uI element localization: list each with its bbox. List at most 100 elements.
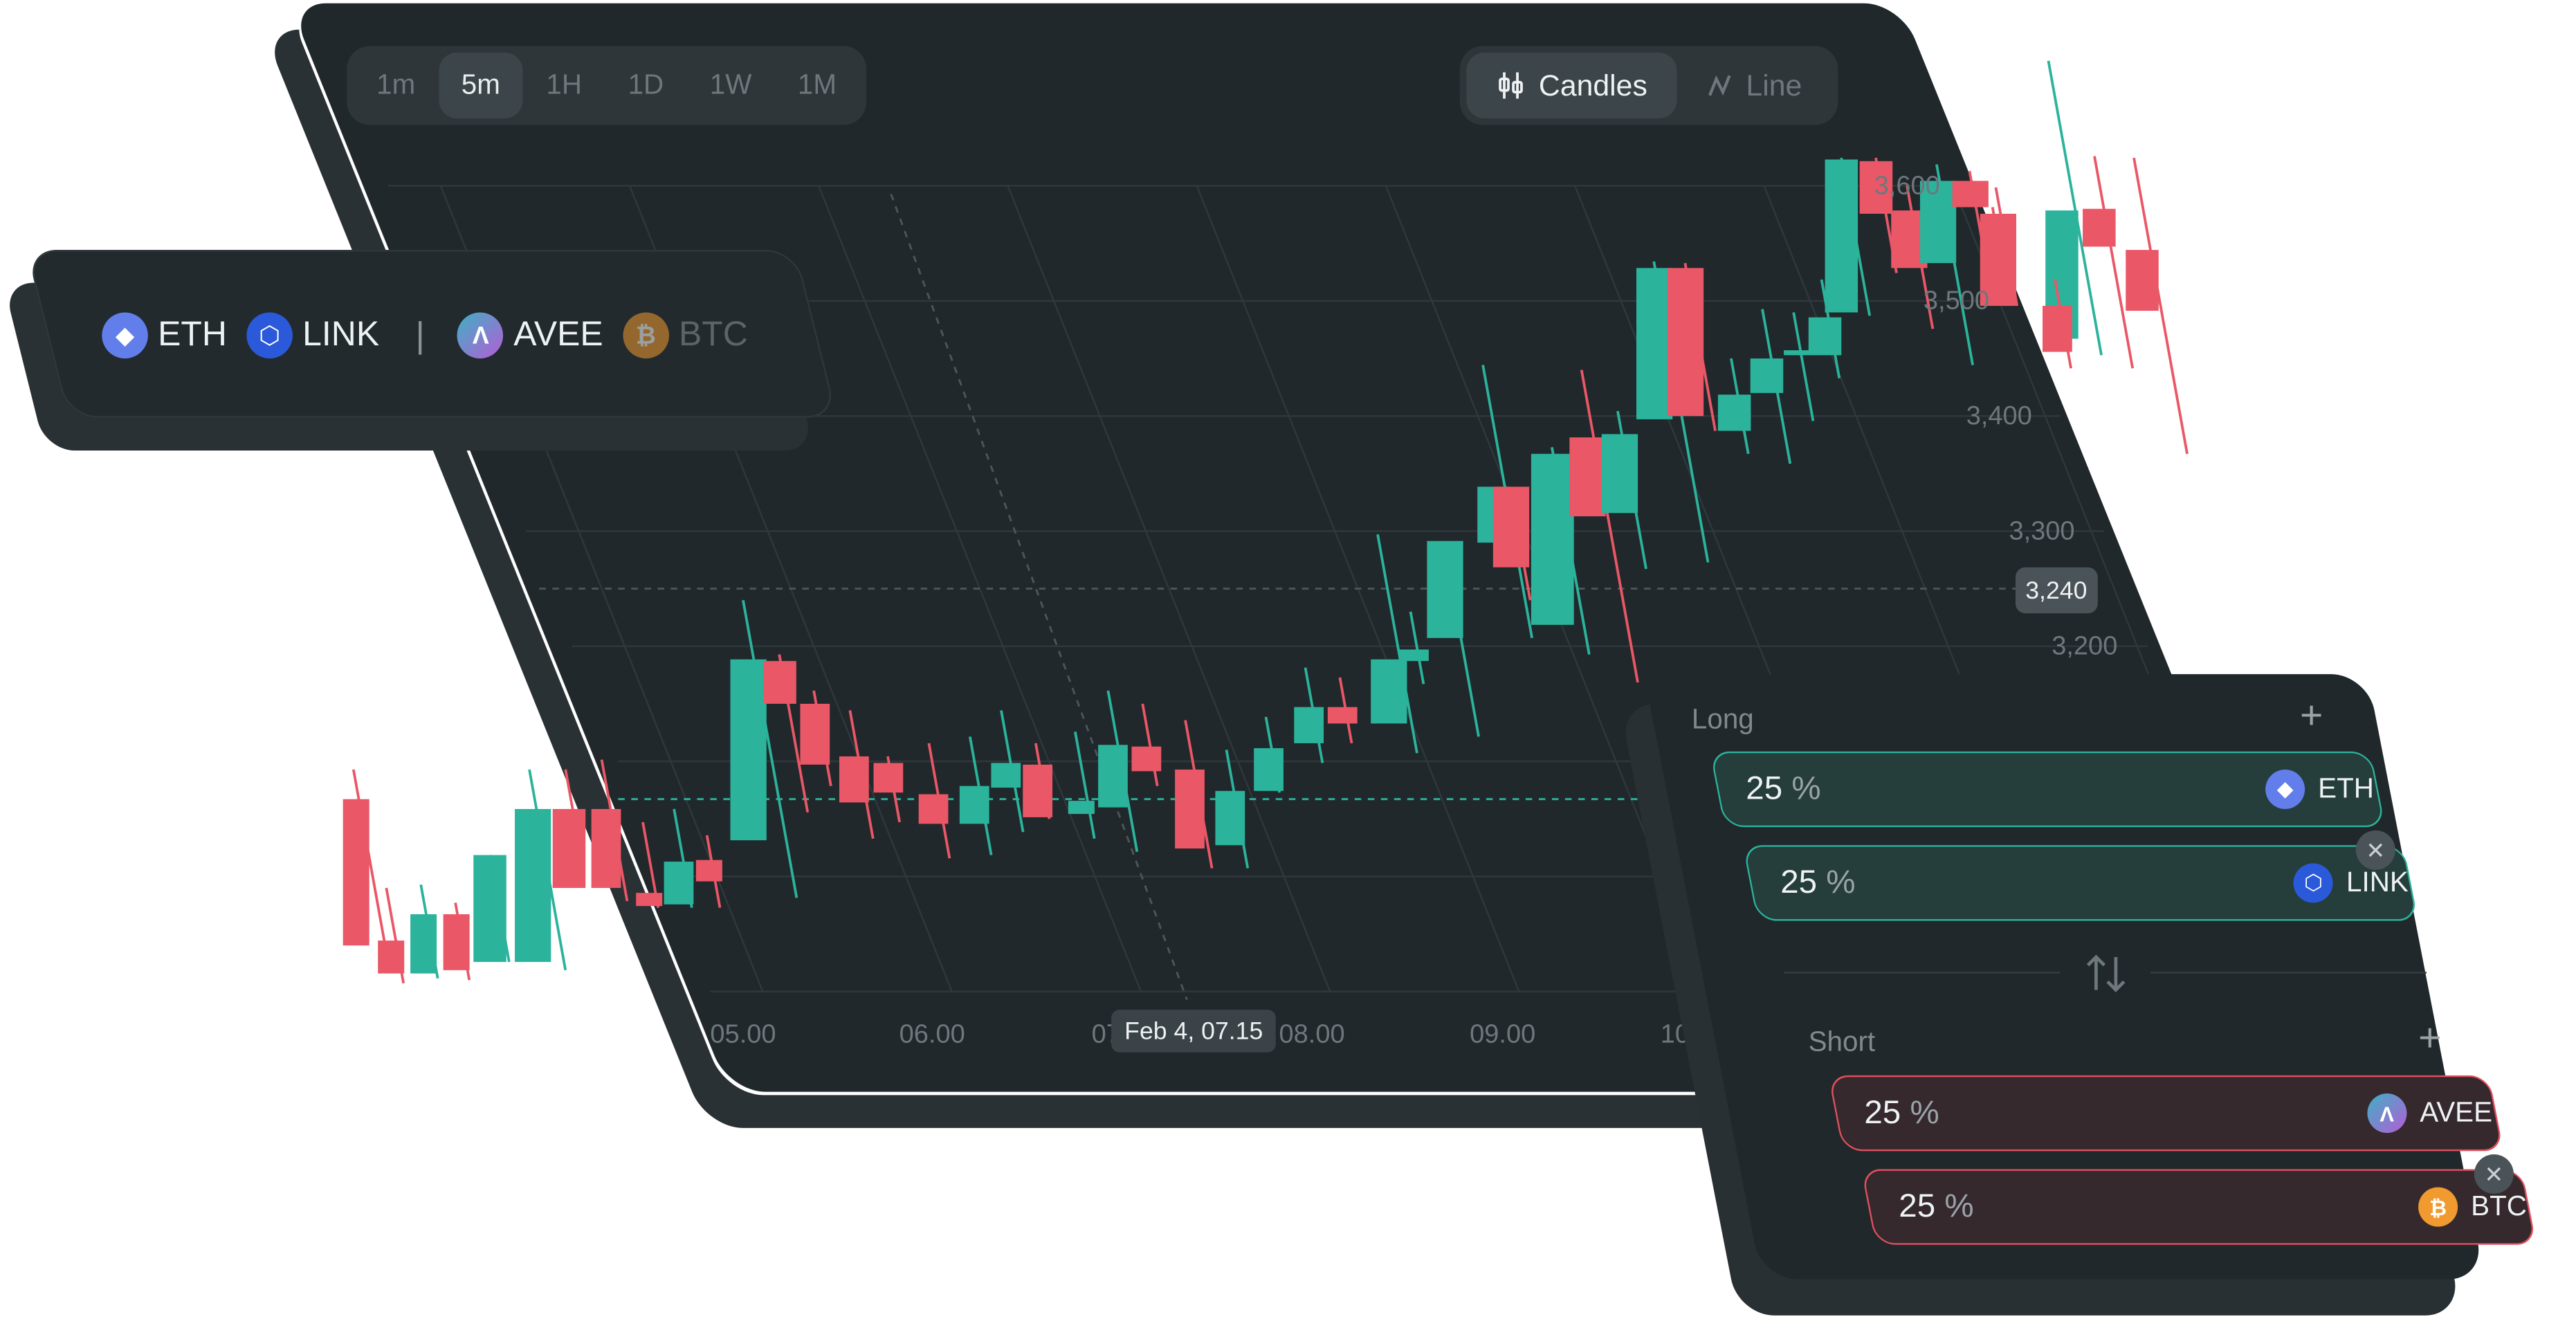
candle: [918, 743, 951, 859]
candle: [800, 690, 832, 787]
short-section-label: Short: [1808, 1026, 1876, 1057]
long-section-label: Long: [1691, 703, 1754, 736]
crosshair-time: Feb 4, 07.15: [1124, 1017, 1263, 1045]
allocation-token: ⬡ LINK: [2294, 863, 2409, 903]
timeframe-1h[interactable]: 1H: [546, 69, 583, 100]
short-allocation-btc-content: 25 % ₿ BTC: [1899, 1169, 2527, 1244]
candle: [1569, 370, 1639, 683]
x-tick-label: 06.00: [899, 1019, 965, 1048]
candle: [1068, 731, 1096, 839]
candle: [1982, 207, 2013, 307]
chart-type-selector: Candles Line: [1459, 46, 1838, 125]
candles-tab-label: Candles: [1538, 68, 1647, 102]
y-tick-label: 3,300: [2009, 516, 2074, 545]
candle: [636, 821, 663, 908]
aave-icon: Λ: [2367, 1093, 2407, 1134]
candle: [443, 902, 471, 981]
allocation-percent[interactable]: 25 %: [1899, 1188, 1974, 1224]
long-allocation-eth-content: 25 % ◆ ETH: [1746, 752, 2374, 827]
candle: [473, 855, 511, 963]
link-icon: ⬡: [246, 312, 293, 358]
asset-list: ◆ ETH ⬡ LINK | Λ AVEE ₿ BTC: [102, 306, 758, 365]
crosshair-vertical: [890, 193, 1188, 1001]
candles: [342, 60, 2189, 984]
timeframe-1w[interactable]: 1W: [709, 69, 752, 100]
candle: [515, 769, 567, 971]
candle: [342, 769, 390, 963]
candle: [959, 736, 993, 855]
candle: [378, 887, 405, 984]
swap-divider-right: [2150, 972, 2427, 974]
y-tick-label: 3,600: [1874, 171, 1940, 200]
candle: [2043, 279, 2072, 369]
allocation-percent[interactable]: 25 %: [1746, 770, 1821, 807]
candle: [2083, 156, 2135, 369]
asset-aave-label: AVEE: [513, 316, 603, 354]
asset-btc[interactable]: ₿ BTC: [623, 312, 748, 358]
candle: [1531, 446, 1591, 655]
remove-btc-button[interactable]: ✕: [2474, 1154, 2514, 1194]
timeframe-5m[interactable]: 5m: [438, 53, 524, 119]
candle: [1427, 541, 1480, 737]
asset-divider: |: [415, 314, 425, 356]
candle: [1750, 309, 1792, 464]
candle: [1784, 312, 1815, 421]
add-short-button[interactable]: +: [2418, 1016, 2442, 1061]
asset-aave[interactable]: Λ AVEE: [457, 312, 603, 358]
btc-icon: ₿: [623, 312, 669, 358]
candle: [591, 759, 629, 902]
candle: [1294, 667, 1324, 763]
candle: [1254, 716, 1284, 793]
candle: [1825, 157, 1872, 316]
timeframe-1mo[interactable]: 1M: [797, 69, 837, 100]
candle: [410, 884, 439, 979]
add-long-button[interactable]: +: [2300, 693, 2323, 738]
candle: [763, 654, 810, 813]
candle: [1717, 358, 1751, 455]
line-tab[interactable]: Line: [1677, 53, 1831, 118]
swap-divider-left: [1783, 972, 2061, 974]
asset-link[interactable]: ⬡ LINK: [246, 312, 379, 358]
candle: [1327, 677, 1358, 744]
candle: [1808, 279, 1842, 379]
swap-icon[interactable]: [2081, 950, 2130, 997]
candle: [1131, 703, 1162, 787]
asset-eth[interactable]: ◆ ETH: [102, 312, 227, 358]
candle: [2126, 157, 2189, 455]
candle: [1175, 720, 1214, 869]
short-allocation-aave-content: 25 % Λ AVEE: [1864, 1075, 2492, 1151]
candles-tab[interactable]: Candles: [1466, 53, 1677, 119]
candle: [873, 756, 904, 823]
allocation-token-label: AVEE: [2420, 1096, 2493, 1128]
crosshair-time-tag: Feb 4, 07.15: [1111, 1009, 1277, 1053]
allocation-token: ◆ ETH: [2265, 769, 2374, 809]
timeframe-1m[interactable]: 1m: [376, 69, 416, 100]
eth-icon: ◆: [102, 312, 148, 358]
y-tick-label: 3,500: [1924, 287, 1989, 316]
candle: [1492, 487, 1532, 601]
y-tick-label: 3,200: [2052, 632, 2117, 661]
candle: [1601, 410, 1647, 570]
candle: [1667, 262, 1717, 431]
allocation-percent[interactable]: 25 %: [1864, 1094, 1939, 1131]
candle: [839, 710, 875, 839]
timeframe-1d[interactable]: 1D: [628, 69, 664, 100]
asset-link-label: LINK: [302, 316, 380, 354]
allocation-percent[interactable]: 25 %: [1780, 864, 1856, 900]
candle: [552, 769, 586, 889]
candles-icon: [1499, 72, 1523, 99]
eth-icon: ◆: [2265, 769, 2305, 809]
link-icon: ⬡: [2294, 863, 2334, 903]
x-tick-label: 08.00: [1279, 1019, 1345, 1048]
candle: [991, 710, 1025, 833]
remove-link-button[interactable]: ✕: [2355, 830, 2395, 870]
candle: [730, 599, 798, 898]
candle: [1023, 743, 1053, 819]
x-tick-label: 05.00: [710, 1019, 776, 1048]
candle: [1371, 534, 1418, 754]
timeframe-selector: 1m 5m 1H 1D 1W 1M: [347, 46, 866, 125]
allocation-token: Λ AVEE: [2367, 1093, 2493, 1134]
grid-line-v: [1007, 185, 1331, 992]
asset-btc-label: BTC: [678, 316, 748, 354]
